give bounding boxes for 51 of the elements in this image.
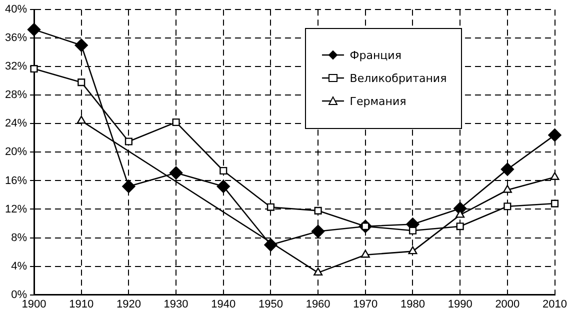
point — [311, 224, 325, 238]
y-tick-label: 0% — [11, 288, 28, 301]
legend-label: Великобритания — [350, 72, 447, 85]
y-tick-label: 40% — [4, 4, 28, 16]
point — [408, 226, 417, 234]
point — [266, 203, 274, 211]
point — [502, 184, 512, 193]
legend-label: Франция — [350, 48, 402, 62]
y-tick-label: 12% — [4, 203, 28, 216]
point — [122, 180, 136, 194]
point — [550, 172, 560, 180]
y-tick-label: 16% — [4, 174, 28, 187]
point — [172, 118, 180, 126]
point — [456, 222, 464, 230]
x-tick-label: 1950 — [258, 298, 283, 310]
y-tick-label: 20% — [4, 146, 28, 158]
point — [78, 78, 86, 86]
y-tick-label: 8% — [11, 232, 28, 244]
x-tick-label: 1900 — [22, 298, 46, 310]
y-tick-label: 24% — [4, 118, 28, 130]
y-tick-label: 4% — [11, 260, 28, 272]
point — [220, 166, 228, 175]
point — [314, 206, 322, 214]
point — [74, 38, 88, 52]
point — [408, 246, 418, 254]
x-tick-label: 1990 — [448, 298, 472, 310]
point — [27, 22, 41, 36]
x-tick-label: 1910 — [69, 298, 94, 310]
x-tick-label: 2000 — [495, 298, 520, 310]
point — [314, 268, 323, 276]
x-tick-label: 1940 — [211, 298, 236, 310]
point — [124, 138, 132, 146]
y-tick-label: 36% — [4, 32, 28, 44]
x-tick-label: 1970 — [353, 298, 378, 310]
x-tick-label: 1960 — [306, 298, 330, 310]
point — [504, 202, 512, 210]
x-tick-label: 1920 — [116, 298, 141, 310]
point — [30, 64, 38, 73]
x-tick-label: 2010 — [542, 298, 568, 310]
point — [548, 128, 562, 142]
y-tick-label: 32% — [4, 60, 28, 73]
point — [500, 162, 514, 176]
y-tick-label: 28% — [4, 89, 28, 102]
x-tick-label: 1980 — [400, 298, 425, 310]
legend-label: Германия — [350, 94, 406, 108]
point — [360, 250, 370, 258]
x-tick-label: 1930 — [164, 298, 188, 310]
point — [169, 166, 183, 180]
point — [550, 200, 559, 208]
point — [216, 180, 230, 194]
point — [76, 116, 86, 124]
